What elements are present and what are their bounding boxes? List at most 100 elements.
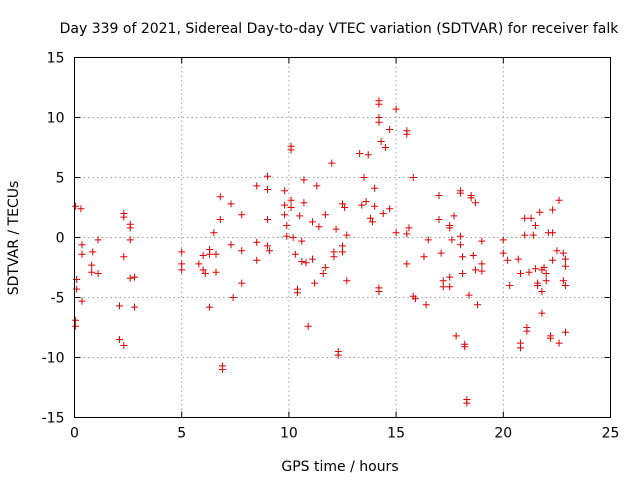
- data-point: [330, 253, 338, 261]
- data-point: [339, 200, 346, 208]
- data-point: [452, 332, 460, 340]
- data-point: [339, 248, 346, 256]
- data-point: [561, 255, 569, 263]
- data-point: [392, 105, 400, 113]
- data-point: [362, 198, 370, 205]
- data-point: [199, 266, 207, 274]
- data-point: [358, 201, 366, 209]
- data-point: [561, 328, 569, 336]
- data-point: [298, 258, 306, 265]
- y-tick-label: 5: [56, 171, 65, 187]
- data-point: [210, 229, 218, 237]
- data-point: [420, 253, 428, 261]
- data-point: [72, 316, 80, 324]
- data-point: [540, 264, 548, 271]
- data-point: [238, 279, 246, 287]
- data-point: [199, 252, 207, 259]
- x-tick-label: 25: [602, 426, 620, 442]
- data-point: [561, 282, 569, 289]
- data-point: [379, 210, 387, 217]
- data-point: [287, 146, 295, 154]
- data-point: [456, 189, 464, 197]
- data-point: [469, 252, 477, 259]
- data-point: [263, 186, 271, 193]
- data-point: [178, 248, 186, 256]
- data-point: [516, 344, 524, 352]
- data-point: [343, 277, 351, 285]
- data-point: [555, 196, 563, 204]
- data-point: [94, 236, 102, 244]
- data-point: [126, 220, 134, 228]
- y-axis-label: SDTVAR / TECUs: [6, 181, 22, 296]
- data-point: [424, 236, 432, 244]
- data-point: [456, 241, 464, 249]
- data-point: [178, 260, 186, 268]
- data-point: [542, 277, 550, 285]
- data-point: [474, 301, 482, 309]
- data-point: [311, 279, 319, 287]
- data-point: [369, 218, 377, 226]
- data-point: [523, 327, 531, 335]
- data-point: [263, 216, 271, 223]
- data-point: [206, 250, 214, 258]
- data-point: [216, 216, 224, 223]
- data-point: [291, 250, 299, 258]
- data-point: [516, 270, 524, 277]
- data-point: [328, 159, 336, 167]
- data-point: [212, 250, 220, 258]
- data-point: [527, 214, 535, 222]
- data-point: [521, 214, 529, 222]
- data-point: [300, 199, 308, 207]
- data-point: [403, 130, 411, 138]
- data-point: [304, 322, 312, 330]
- data-point: [356, 150, 364, 157]
- data-point: [253, 256, 261, 264]
- data-point: [120, 213, 128, 221]
- data-point: [435, 192, 443, 199]
- data-point: [459, 270, 467, 277]
- data-point: [471, 266, 479, 274]
- y-tick-label: 0: [56, 231, 65, 247]
- data-point: [287, 204, 295, 211]
- data-point: [499, 249, 507, 257]
- data-point: [542, 270, 550, 277]
- data-point: [263, 242, 271, 250]
- data-point: [227, 241, 235, 249]
- data-point: [559, 277, 567, 285]
- chart-title: Day 339 of 2021, Sidereal Day-to-day VTE…: [60, 21, 620, 37]
- data-point: [283, 232, 291, 240]
- data-point: [514, 255, 522, 263]
- data-point: [561, 262, 569, 270]
- data-point: [439, 277, 447, 285]
- data-point: [77, 205, 85, 213]
- data-point: [131, 273, 139, 281]
- data-point: [238, 247, 246, 255]
- data-point: [116, 336, 124, 343]
- data-point: [446, 283, 454, 291]
- data-point: [531, 222, 539, 229]
- data-point: [218, 366, 226, 373]
- data-point: [78, 297, 86, 305]
- data-point: [308, 255, 316, 263]
- data-point: [553, 247, 561, 255]
- data-point: [94, 270, 102, 277]
- data-point: [300, 176, 308, 184]
- data-point: [201, 270, 209, 277]
- x-tick-labels: 0 5 10 15 20 25: [70, 426, 619, 442]
- plot-frame: [74, 57, 611, 418]
- data-point: [178, 266, 186, 274]
- data-point: [405, 224, 413, 232]
- data-point: [126, 274, 134, 282]
- data-point: [536, 208, 544, 216]
- data-point: [195, 260, 203, 268]
- data-point: [375, 288, 383, 295]
- data-point: [206, 303, 214, 311]
- data-point: [321, 211, 329, 219]
- data-point: [302, 259, 310, 267]
- data-point: [435, 216, 443, 223]
- data-point: [521, 231, 529, 239]
- data-point: [308, 218, 316, 226]
- data-point: [366, 214, 374, 222]
- data-point: [315, 223, 323, 231]
